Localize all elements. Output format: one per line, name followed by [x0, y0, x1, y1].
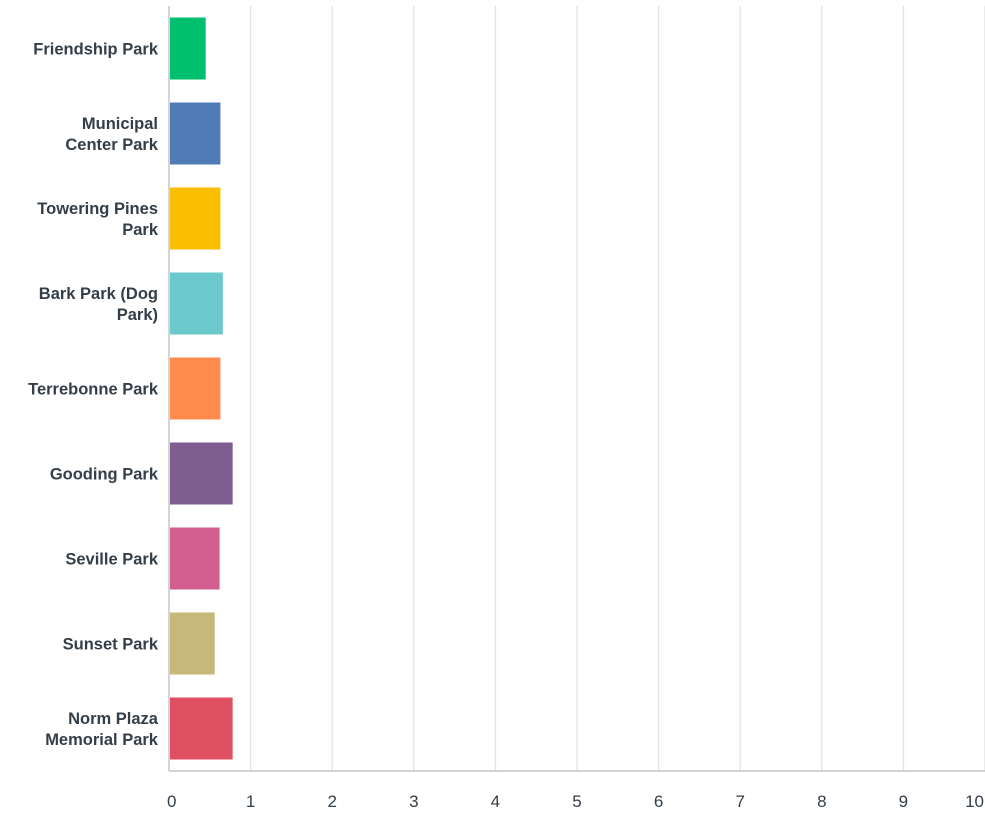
bar[interactable]	[170, 527, 220, 590]
bar[interactable]	[170, 102, 221, 165]
x-tick-label: 9	[899, 792, 908, 811]
x-tick-label: 3	[409, 792, 418, 811]
bar[interactable]	[170, 17, 206, 80]
x-tick-label: 6	[654, 792, 663, 811]
category-label: Seville Park	[65, 551, 158, 569]
x-tick-label: 4	[491, 792, 500, 811]
category-label: Sunset Park	[63, 636, 159, 654]
bars	[170, 17, 233, 760]
x-tick-label: 10	[965, 792, 984, 811]
x-tick-label: 2	[327, 792, 336, 811]
axes	[168, 6, 985, 772]
category-label: Friendship Park	[33, 41, 159, 59]
x-tick-label: 8	[817, 792, 826, 811]
category-label: Norm Plaza Memorial Park	[45, 710, 159, 749]
category-label: Towering Pines Park	[37, 200, 159, 239]
category-label: Bark Park (Dog Park)	[39, 285, 158, 324]
tick-labels: 0 1 2 3 4 5 6 7 8 9 10	[167, 792, 984, 811]
category-label: Gooding Park	[50, 466, 159, 484]
x-tick-label: 7	[735, 792, 744, 811]
x-tick-label: 5	[572, 792, 581, 811]
category-labels: Friendship Park Municipal Center Park Tower…	[28, 41, 159, 750]
x-tick-label: 0	[167, 792, 176, 811]
bar[interactable]	[170, 357, 221, 420]
bar[interactable]	[170, 612, 215, 675]
bar[interactable]	[170, 272, 223, 335]
x-tick-label: 1	[246, 792, 255, 811]
bar[interactable]	[170, 187, 221, 250]
bar[interactable]	[170, 697, 233, 760]
gridlines	[249, 6, 985, 771]
category-label: Terrebonne Park	[28, 381, 159, 399]
category-label: Municipal Center Park	[65, 115, 158, 154]
bar[interactable]	[170, 442, 233, 505]
